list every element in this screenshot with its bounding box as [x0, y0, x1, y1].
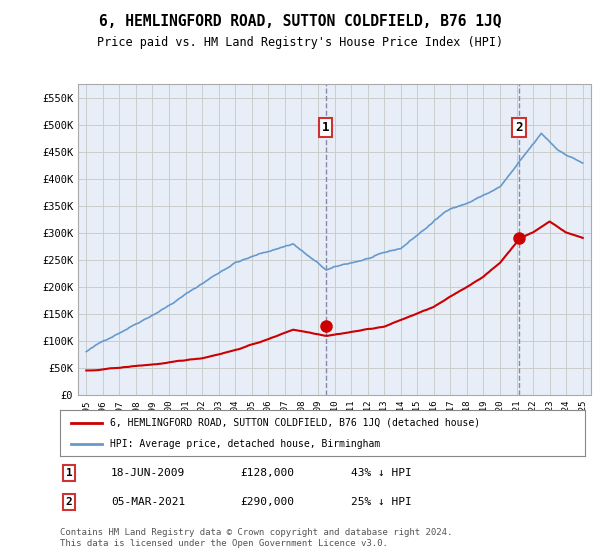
- Text: 1: 1: [65, 468, 73, 478]
- Text: 2: 2: [65, 497, 73, 507]
- Text: 6, HEMLINGFORD ROAD, SUTTON COLDFIELD, B76 1JQ (detached house): 6, HEMLINGFORD ROAD, SUTTON COLDFIELD, B…: [110, 418, 480, 428]
- Text: 43% ↓ HPI: 43% ↓ HPI: [351, 468, 412, 478]
- Text: Contains HM Land Registry data © Crown copyright and database right 2024.
This d: Contains HM Land Registry data © Crown c…: [60, 528, 452, 548]
- Text: £128,000: £128,000: [240, 468, 294, 478]
- Text: £290,000: £290,000: [240, 497, 294, 507]
- Text: 05-MAR-2021: 05-MAR-2021: [111, 497, 185, 507]
- Text: 25% ↓ HPI: 25% ↓ HPI: [351, 497, 412, 507]
- Text: HPI: Average price, detached house, Birmingham: HPI: Average price, detached house, Birm…: [110, 439, 380, 449]
- Text: 1: 1: [322, 121, 329, 134]
- Text: 2: 2: [515, 121, 523, 134]
- Text: 18-JUN-2009: 18-JUN-2009: [111, 468, 185, 478]
- Text: 6, HEMLINGFORD ROAD, SUTTON COLDFIELD, B76 1JQ: 6, HEMLINGFORD ROAD, SUTTON COLDFIELD, B…: [99, 14, 501, 29]
- Text: Price paid vs. HM Land Registry's House Price Index (HPI): Price paid vs. HM Land Registry's House …: [97, 36, 503, 49]
